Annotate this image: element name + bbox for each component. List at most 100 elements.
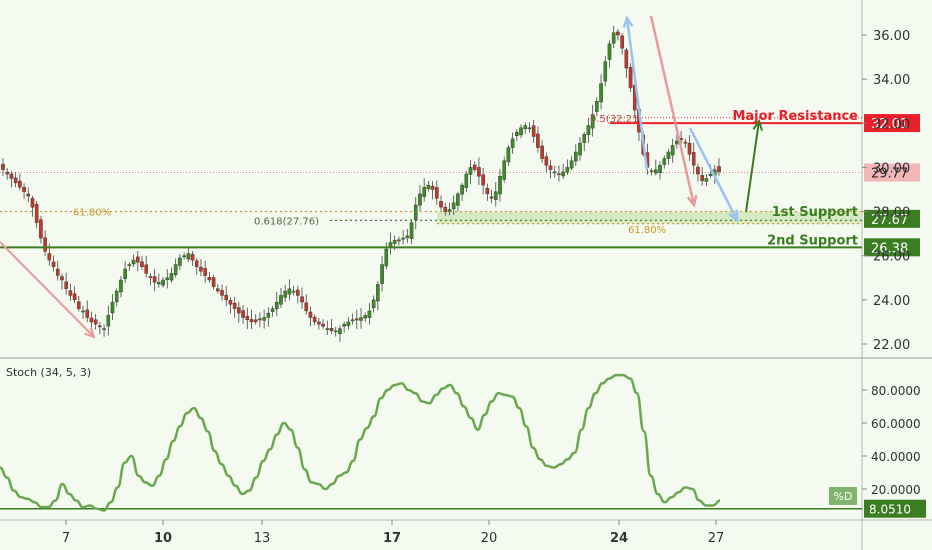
candle-body	[658, 165, 662, 173]
candle-body	[312, 316, 317, 323]
candle-body	[691, 152, 696, 166]
candle-body	[5, 171, 10, 175]
candle-body	[64, 281, 68, 290]
stoch-last-box	[864, 499, 926, 518]
candle-body	[258, 318, 262, 321]
candle-body	[498, 176, 502, 195]
candle-body	[354, 318, 359, 321]
candle-body	[34, 203, 39, 223]
candle-body	[173, 264, 178, 276]
second-support-price-box	[864, 238, 920, 257]
candle-body	[190, 253, 195, 261]
stoch-tick-label: 40.0000	[871, 450, 921, 464]
candle-body	[9, 173, 14, 179]
price-tick-label: 36.00	[873, 29, 910, 44]
resistance-price-box-text: 32.01	[871, 117, 908, 132]
candle-body	[443, 207, 448, 212]
candle-body	[123, 268, 127, 279]
candle-body	[215, 288, 220, 292]
stoch-pane	[0, 359, 862, 520]
candle-body	[367, 310, 372, 318]
candle-body	[574, 151, 578, 162]
candle-body	[687, 142, 692, 155]
candle-body	[376, 284, 380, 302]
price-tick-label: 28.00	[873, 206, 910, 221]
candle-body	[582, 134, 587, 144]
candle-body	[350, 319, 355, 322]
stoch-tick-label: 20.0000	[871, 483, 921, 497]
resistance-price-box	[864, 114, 920, 133]
candle-body	[342, 323, 346, 327]
candle-body	[304, 302, 309, 312]
candle-body	[106, 315, 111, 327]
candle-body	[68, 290, 73, 296]
candle-body	[317, 321, 321, 325]
candle-body	[485, 188, 490, 195]
candle-body	[140, 261, 144, 267]
candle-body	[274, 301, 279, 310]
candle-body	[607, 43, 612, 60]
candle-body	[523, 125, 528, 130]
candle-body	[700, 175, 704, 181]
candle-body	[599, 83, 603, 103]
candle-body	[55, 268, 60, 276]
candle-body	[620, 35, 624, 49]
stoch-label: Stoch (34, 5, 3)	[6, 366, 91, 379]
candle-body	[430, 185, 435, 190]
candle-body	[696, 166, 700, 175]
candle-body	[114, 290, 119, 302]
price-ticks-group: 36.00 34.00 32.00 30.00 28.00 26.00 24.00 22.00	[862, 29, 910, 353]
candle-body	[296, 289, 300, 296]
candle-body	[346, 321, 351, 326]
candle-body	[654, 169, 658, 174]
candle-body	[237, 307, 241, 314]
candle-body	[1, 163, 5, 170]
stoch-tick-label: 60.0000	[871, 417, 921, 431]
candle-body	[595, 101, 599, 112]
date-tick-label: 27	[708, 531, 725, 546]
candle-body	[363, 315, 368, 319]
candle-body	[291, 290, 296, 293]
candle-body	[110, 301, 115, 314]
candle-body	[161, 279, 165, 286]
candle-body	[119, 279, 123, 293]
candle-body	[717, 166, 721, 173]
candle-body	[262, 317, 266, 321]
candle-body	[666, 151, 671, 159]
levels-group: 0.5(32.21) Major Resistance 1st Support 2nd…	[0, 109, 920, 257]
candle-body	[18, 180, 22, 188]
candle-body	[557, 173, 561, 176]
date-tick-label: 13	[254, 531, 271, 546]
candle-body	[194, 260, 199, 267]
candle-body	[203, 268, 207, 276]
candle-body	[371, 299, 376, 309]
arrow-red-down	[649, 15, 696, 206]
arrow-red-down-head	[686, 194, 698, 208]
date-tick-label: 20	[481, 531, 498, 546]
price-tick-label: 32.00	[873, 117, 910, 132]
arrow-blue-down-head	[728, 209, 739, 223]
last-price-box-text: 29.77	[871, 167, 908, 182]
stoch-d-label: %D	[834, 490, 853, 503]
candle-body	[102, 328, 106, 330]
candle-body	[552, 171, 557, 174]
candle-body	[628, 67, 633, 89]
candle-body	[380, 264, 384, 284]
candle-body	[321, 323, 325, 327]
arrow-green-up	[745, 120, 760, 213]
candle-body	[527, 127, 532, 130]
candle-body	[359, 317, 363, 321]
candle-body	[30, 198, 35, 208]
candle-body	[283, 290, 287, 298]
candle-body	[220, 290, 224, 296]
candle-body	[39, 219, 43, 239]
candle-body	[451, 202, 456, 209]
candle-body	[531, 125, 536, 137]
candle-body	[93, 319, 98, 325]
date-tick-label: 17	[383, 531, 401, 546]
candle-body	[131, 259, 136, 265]
candle-body	[489, 196, 494, 199]
price-tick-label: 24.00	[873, 294, 910, 309]
price-tick-label: 26.00	[873, 250, 910, 265]
